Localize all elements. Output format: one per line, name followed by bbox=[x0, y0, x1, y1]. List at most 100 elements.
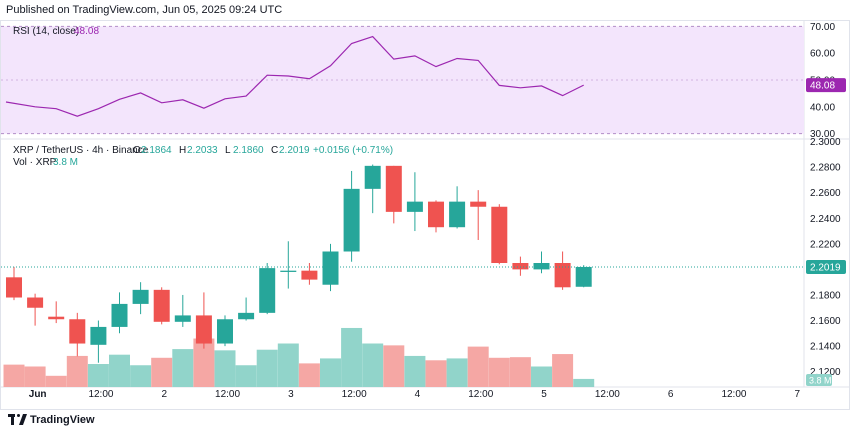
volume-bar bbox=[172, 349, 194, 387]
price-tick-label: 2.1600 bbox=[810, 316, 841, 327]
time-tick-label: 12:00 bbox=[468, 389, 493, 400]
candle-body bbox=[90, 326, 107, 345]
volume-bar bbox=[341, 327, 363, 387]
candle-body bbox=[195, 315, 212, 344]
volume-bar bbox=[130, 365, 152, 387]
volume-last-value: 3.8 M bbox=[809, 376, 832, 386]
price-tick-label: 2.2600 bbox=[810, 188, 841, 199]
volume-bar bbox=[425, 360, 447, 387]
time-tick-label: 7 bbox=[794, 389, 800, 400]
ohlc-value: 2.1860 bbox=[233, 145, 264, 156]
brand-name: TradingView bbox=[30, 414, 95, 426]
rsi-tick-label: 30.00 bbox=[810, 129, 835, 140]
volume-bar bbox=[277, 343, 299, 387]
candle-body bbox=[217, 319, 233, 344]
candle-body bbox=[153, 289, 170, 322]
time-tick-label: 12:00 bbox=[215, 389, 240, 400]
volume-bar bbox=[573, 378, 595, 387]
volume-title: Vol · XRP bbox=[13, 157, 57, 168]
candle-body bbox=[554, 263, 571, 288]
candle-body bbox=[428, 201, 444, 228]
volume-bar bbox=[193, 338, 215, 387]
price-tick-label: 2.2400 bbox=[810, 214, 841, 225]
last-price-value: 2.2019 bbox=[810, 262, 841, 273]
price-tick-label: 2.2800 bbox=[810, 163, 841, 174]
ohlc-value: 2.2019 bbox=[279, 145, 310, 156]
volume-bar bbox=[362, 343, 384, 387]
ohlc-key: L bbox=[225, 145, 231, 156]
price-tick-label: 2.3000 bbox=[810, 137, 841, 148]
time-tick-label: 12:00 bbox=[342, 389, 367, 400]
rsi-title: RSI (14, close) bbox=[13, 26, 79, 37]
time-tick-label: 12:00 bbox=[88, 389, 113, 400]
candle-body bbox=[491, 206, 508, 263]
last-price-badge bbox=[806, 259, 846, 274]
volume-bar bbox=[151, 357, 173, 387]
tradingview-footer[interactable]: TradingView bbox=[8, 414, 95, 426]
volume-bar bbox=[552, 354, 574, 387]
rsi-tick-label: 70.00 bbox=[810, 22, 835, 33]
candle-body bbox=[575, 266, 592, 287]
volume-bar bbox=[24, 366, 46, 387]
volume-bar bbox=[320, 358, 341, 387]
candle-body bbox=[533, 263, 550, 270]
candle-body bbox=[132, 289, 149, 304]
candle-body bbox=[259, 268, 276, 313]
rsi-tick-label: 60.00 bbox=[810, 49, 835, 60]
time-tick-label: 12:00 bbox=[721, 389, 746, 400]
volume-bar bbox=[531, 366, 552, 387]
candle-body bbox=[48, 316, 65, 320]
time-tick-label: 12:00 bbox=[595, 389, 620, 400]
candle-body bbox=[322, 251, 339, 285]
candle-body bbox=[301, 270, 318, 280]
ohlc-key: O bbox=[133, 145, 141, 156]
published-caption: Published on TradingView.com, Jun 05, 20… bbox=[6, 4, 283, 16]
candle-body bbox=[280, 270, 297, 272]
time-tick-label: 4 bbox=[415, 389, 421, 400]
rsi-tick-label: 40.00 bbox=[810, 102, 835, 113]
volume-bar bbox=[45, 375, 67, 387]
candle-body bbox=[385, 165, 402, 212]
price-tick-label: 2.1400 bbox=[810, 342, 841, 353]
ohlc-change: +0.0156 (+0.71%) bbox=[313, 145, 393, 156]
ohlc-value: 2.2033 bbox=[187, 145, 218, 156]
time-tick-label: Jun bbox=[29, 389, 47, 400]
ohlc-key: C bbox=[271, 145, 278, 156]
volume-bar bbox=[256, 349, 278, 387]
tradingview-logo-icon bbox=[8, 414, 28, 426]
candle-body bbox=[470, 201, 487, 207]
volume-bar bbox=[109, 354, 130, 387]
volume-bar bbox=[509, 357, 531, 387]
rsi-last-value: 48.08 bbox=[810, 81, 835, 92]
time-tick-label: 3 bbox=[288, 389, 294, 400]
candle-body bbox=[174, 315, 191, 322]
volume-bar bbox=[3, 364, 25, 387]
candle-body bbox=[6, 277, 22, 298]
volume-bar bbox=[383, 345, 405, 387]
candle-body bbox=[512, 263, 529, 270]
price-tick-label: 2.2200 bbox=[810, 239, 841, 250]
time-tick-label: 2 bbox=[161, 389, 167, 400]
candle-body bbox=[69, 319, 86, 344]
volume-title-value: 3.8 M bbox=[53, 157, 78, 168]
ohlc-value: 2.1864 bbox=[141, 145, 172, 156]
volume-bar bbox=[235, 365, 257, 387]
volume-bar bbox=[488, 357, 510, 387]
price-tick-label: 2.1200 bbox=[810, 367, 841, 378]
ohlc-key: H bbox=[179, 145, 186, 156]
volume-bar bbox=[66, 355, 88, 387]
candle-body bbox=[111, 303, 128, 327]
volume-bar bbox=[446, 358, 468, 387]
rsi-title-value: 48.08 bbox=[74, 26, 99, 37]
time-tick-label: 5 bbox=[541, 389, 547, 400]
time-tick-label: 6 bbox=[668, 389, 674, 400]
candle-body bbox=[406, 201, 423, 212]
volume-last-badge bbox=[806, 374, 832, 386]
volume-bar bbox=[404, 355, 426, 387]
volume-bar bbox=[298, 363, 320, 387]
candle-body bbox=[27, 297, 44, 308]
volume-bar bbox=[214, 350, 236, 387]
price-tick-label: 2.1800 bbox=[810, 290, 841, 301]
